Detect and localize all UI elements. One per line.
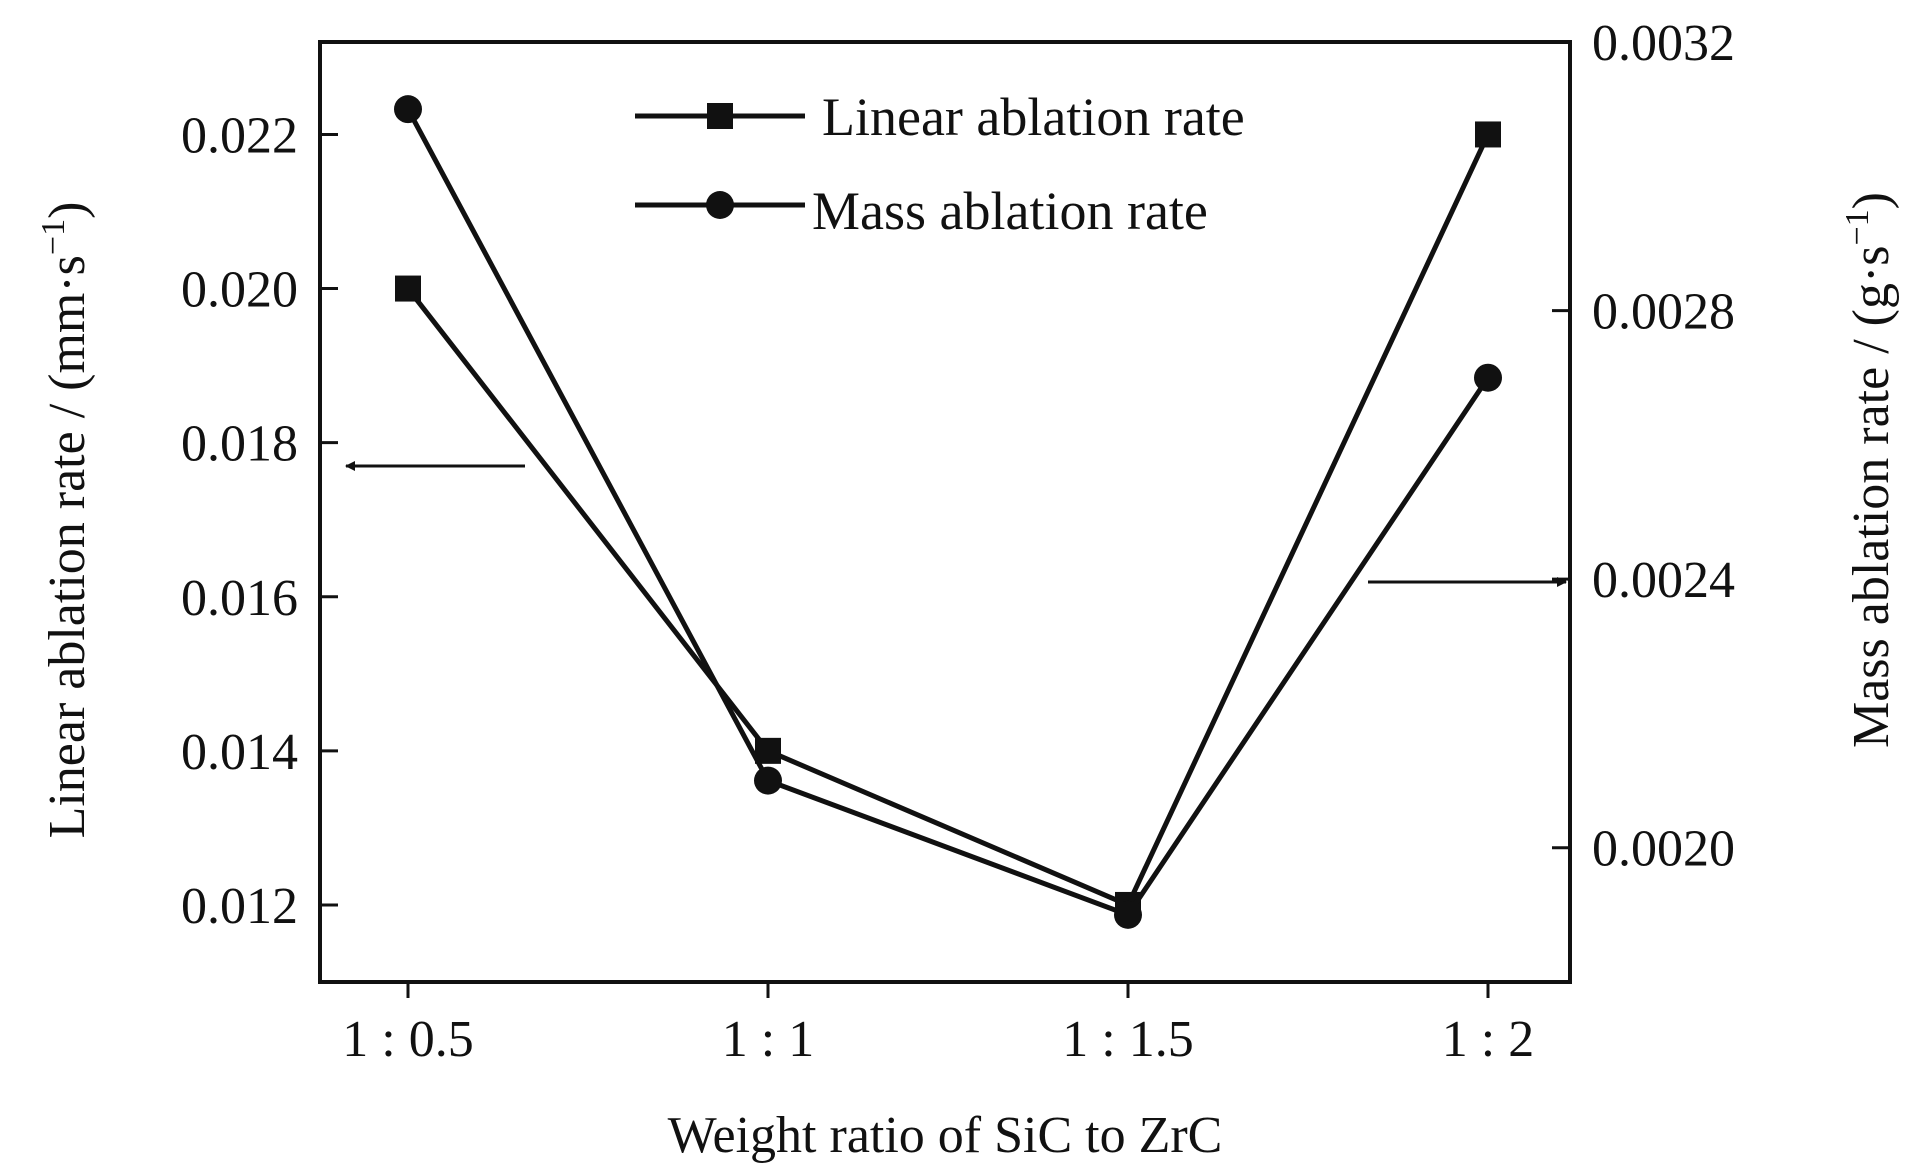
right-axis-title-exponent: −1 [1839,209,1876,245]
right-axis-title: Mass ablation rate / (g·s−1) [1839,192,1900,748]
mass-rate-point [1114,900,1142,929]
left-tick-label: 0.022 [181,107,298,164]
legend-linear-label: Linear ablation rate [822,87,1245,147]
left-axis-title-main: Linear ablation rate / (mm·s [39,255,96,838]
x-axis-title: Weight ratio of SiC to ZrC [668,1107,1223,1164]
legend-mass-label: Mass ablation rate [812,181,1208,241]
mass-rate-point [754,766,782,795]
x-tick-label: 1 : 2 [1442,1011,1534,1068]
series-layer [394,95,1502,929]
linear-rate-point [395,275,421,302]
legend: Linear ablation rate Mass ablation rate [635,87,1245,241]
right-axis-ticks: 0.0020 0.0024 0.0028 0.0032 [1552,15,1735,878]
legend-linear-square-marker [707,103,733,129]
left-tick-label: 0.016 [181,570,298,627]
right-tick-label: 0.0024 [1592,552,1735,609]
left-tick-label: 0.018 [181,416,298,473]
left-axis-title: Linear ablation rate / (mm·s−1) [35,202,96,839]
right-axis-title-close: ) [1843,192,1900,209]
right-axis-title-main: Mass ablation rate / (g·s [1843,245,1900,748]
left-axis-ticks: 0.012 0.014 0.016 0.018 0.020 0.022 [181,107,338,935]
series-line-mass [405,107,1491,918]
left-axis-title-close: ) [39,202,96,219]
right-tick-label: 0.0028 [1592,284,1735,341]
left-tick-label: 0.014 [181,724,298,781]
legend-mass-circle-marker [706,191,734,219]
plot-frame [318,40,1572,984]
left-axis-title-exponent: −1 [35,219,72,255]
x-tick-label: 1 : 1 [722,1011,814,1068]
mass-rate-point [1474,363,1502,392]
left-tick-label: 0.020 [181,262,298,319]
right-tick-label: 0.0020 [1592,821,1735,878]
right-tick-label: 0.0032 [1592,15,1735,72]
left-tick-label: 0.012 [181,878,298,935]
x-axis-ticks: 1 : 0.5 1 : 1 1 : 1.5 1 : 2 [342,982,1534,1068]
x-tick-label: 1 : 1.5 [1062,1011,1193,1068]
series-line-linear [406,133,1491,909]
linear-rate-point [1475,121,1501,148]
x-tick-label: 1 : 0.5 [342,1011,473,1068]
mass-rate-point [394,95,422,124]
